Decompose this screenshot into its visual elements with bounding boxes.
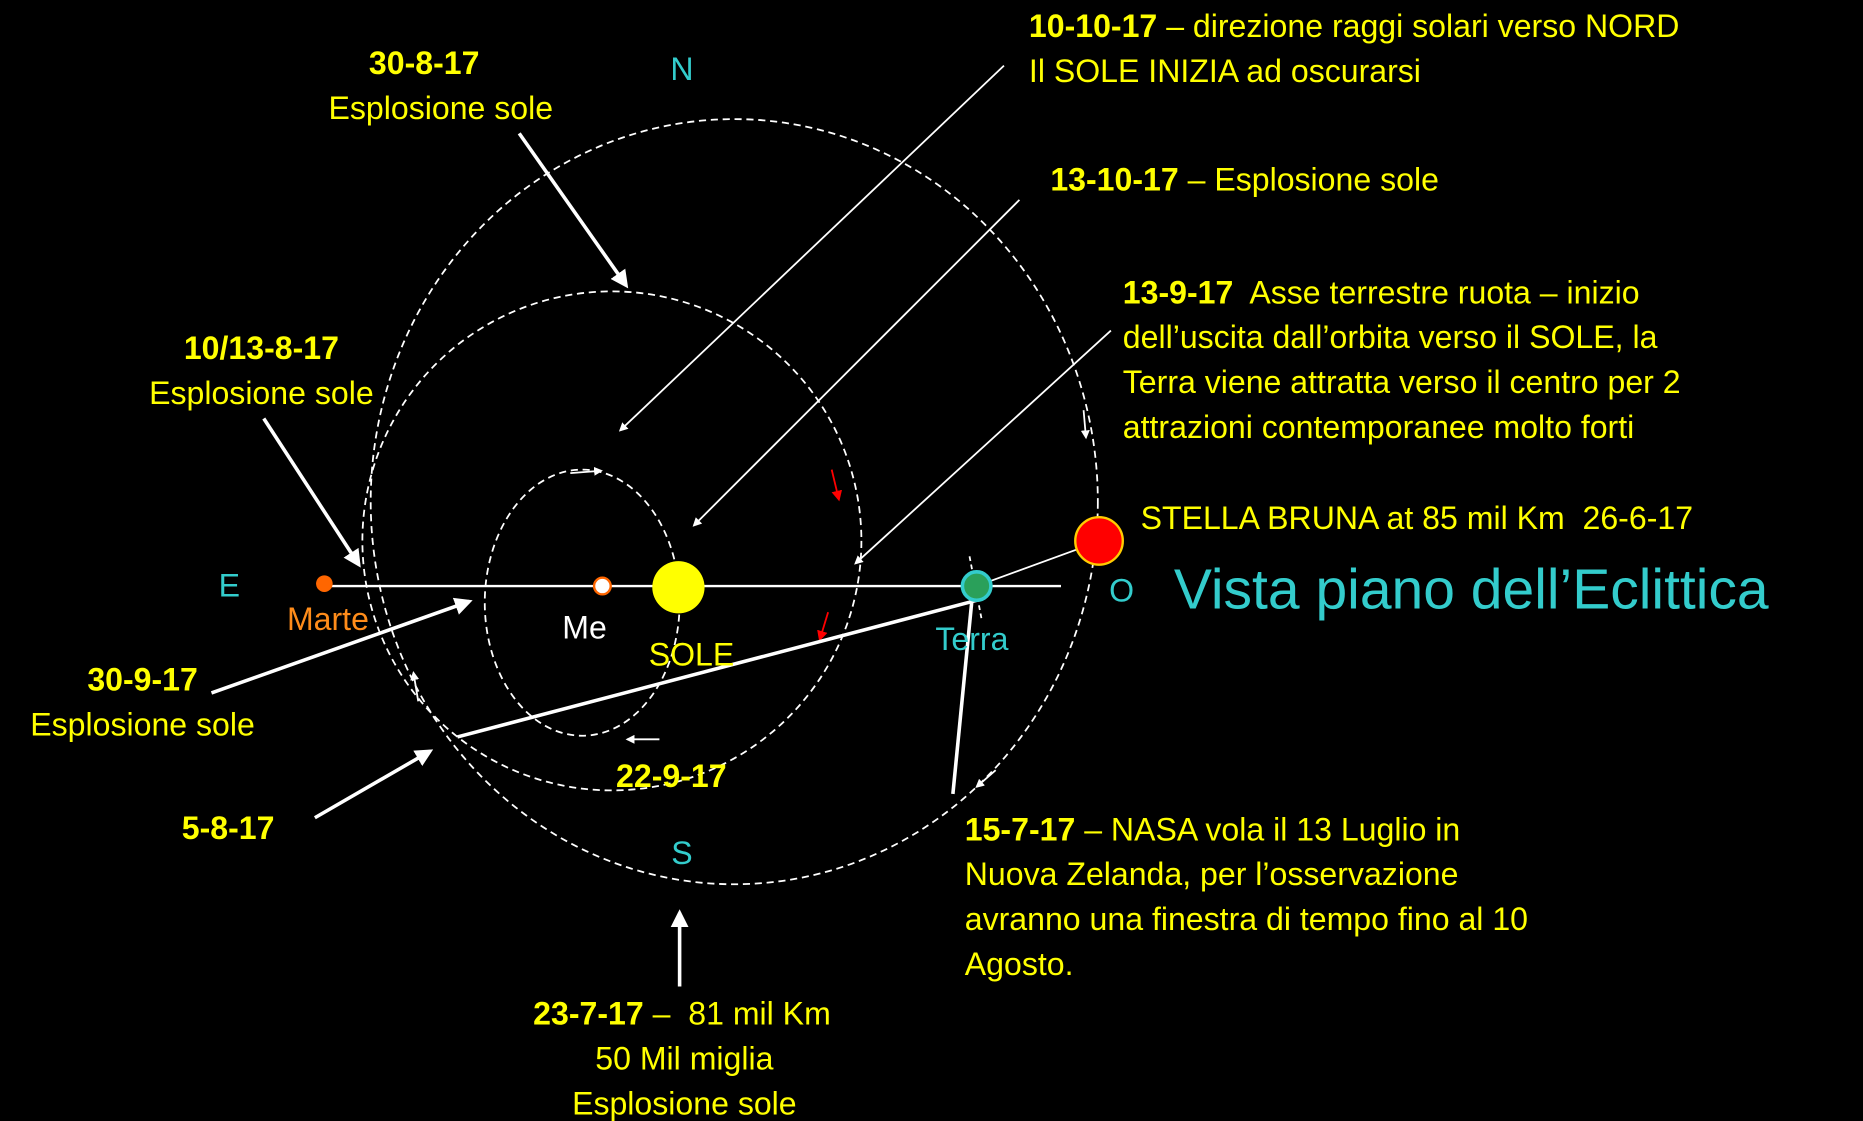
annotation-line: 50 Mil miglia <box>595 1040 773 1076</box>
annotation: 10/13-8-17 <box>184 330 339 366</box>
sun <box>652 561 705 614</box>
orbit-arrows <box>410 410 1090 789</box>
middle-orbit <box>361 290 863 792</box>
outer-orbit <box>369 118 1099 886</box>
sun-label: SOLE <box>649 637 735 673</box>
annotation-date: 13-10-17 <box>1050 161 1178 197</box>
annotation: 13-9-17 Asse terrestre ruota – inizio <box>1123 274 1640 310</box>
annotation-line: dell’uscita dall’orbita verso il SOLE, l… <box>1123 319 1658 355</box>
annotation-text: – NASA vola il 13 Luglio in <box>1075 811 1460 847</box>
annotation: 15-7-17 – NASA vola il 13 Luglio in <box>965 811 1461 847</box>
annotation-line: Esplosione sole <box>30 707 255 743</box>
annotation-date: 5-8-17 <box>182 810 275 846</box>
annotation-text: – direzione raggi solari verso NORD <box>1157 8 1679 44</box>
mercury-label: Me <box>562 609 607 645</box>
annotation-text: Asse terrestre ruota – inizio <box>1233 274 1639 310</box>
earth-label: Terra <box>935 621 1008 657</box>
annotation-date: 10-10-17 <box>1029 8 1157 44</box>
annotation-date: 15-7-17 <box>965 811 1076 847</box>
compass-e: E <box>219 568 240 604</box>
pointer-arrows <box>210 132 978 987</box>
star-label: STELLA BRUNA at 85 mil Km 26-6-17 <box>1141 500 1693 536</box>
annotation-line: Agosto. <box>965 946 1074 982</box>
annotation: 30-9-17 <box>87 662 198 698</box>
annotation-date: 10/13-8-17 <box>184 330 339 366</box>
earth <box>960 570 993 603</box>
brown-star <box>1074 515 1124 566</box>
compass-n: N <box>670 51 693 87</box>
annotation: 23-7-17 – 81 mil Km <box>533 995 831 1031</box>
annotation-date: 30-8-17 <box>369 45 480 81</box>
annotation-line: Esplosione sole <box>572 1085 797 1121</box>
annotation: 10-10-17 – direzione raggi solari verso … <box>1029 8 1679 44</box>
annotation: 22-9-17 <box>616 758 727 794</box>
annotation-date: 30-9-17 <box>87 662 198 698</box>
annotation-line: avranno una finestra di tempo fino al 10 <box>965 901 1528 937</box>
annotation-line: Esplosione sole <box>149 375 374 411</box>
compass-s: S <box>671 835 692 871</box>
compass-o: O <box>1109 572 1134 608</box>
thin-arrows <box>618 64 1112 619</box>
red-arrows <box>817 469 843 642</box>
annotation-line: attrazioni contemporanee molto forti <box>1123 409 1634 445</box>
annotation-date: 13-9-17 <box>1123 274 1234 310</box>
annotation-line: Nuova Zelanda, per l’osservazione <box>965 856 1459 892</box>
annotation-text: – Esplosione sole <box>1179 161 1439 197</box>
annotation: 13-10-17 – Esplosione sole <box>1050 161 1439 197</box>
mars <box>316 575 333 592</box>
annotation: 5-8-17 <box>182 810 275 846</box>
annotation-date: 22-9-17 <box>616 758 727 794</box>
annotation-date: 23-7-17 <box>533 995 644 1031</box>
annotation-line: Terra viene attratta verso il centro per… <box>1123 364 1681 400</box>
mercury <box>592 576 612 596</box>
mars-label: Marte <box>287 601 369 637</box>
annotation-line: Esplosione sole <box>329 90 554 126</box>
title: Vista piano dell’Eclittica <box>1174 558 1769 622</box>
annotation: 30-8-17 <box>369 45 480 81</box>
annotation-line: Il SOLE INIZIA ad oscurarsi <box>1029 53 1421 89</box>
annotation-text: – 81 mil Km <box>644 995 831 1031</box>
